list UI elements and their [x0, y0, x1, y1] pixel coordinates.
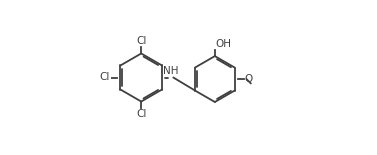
Text: Cl: Cl	[100, 73, 110, 82]
Text: O: O	[244, 74, 252, 84]
Text: Cl: Cl	[137, 109, 147, 119]
Text: Cl: Cl	[137, 36, 147, 46]
Text: OH: OH	[216, 39, 231, 49]
Text: NH: NH	[162, 66, 178, 76]
